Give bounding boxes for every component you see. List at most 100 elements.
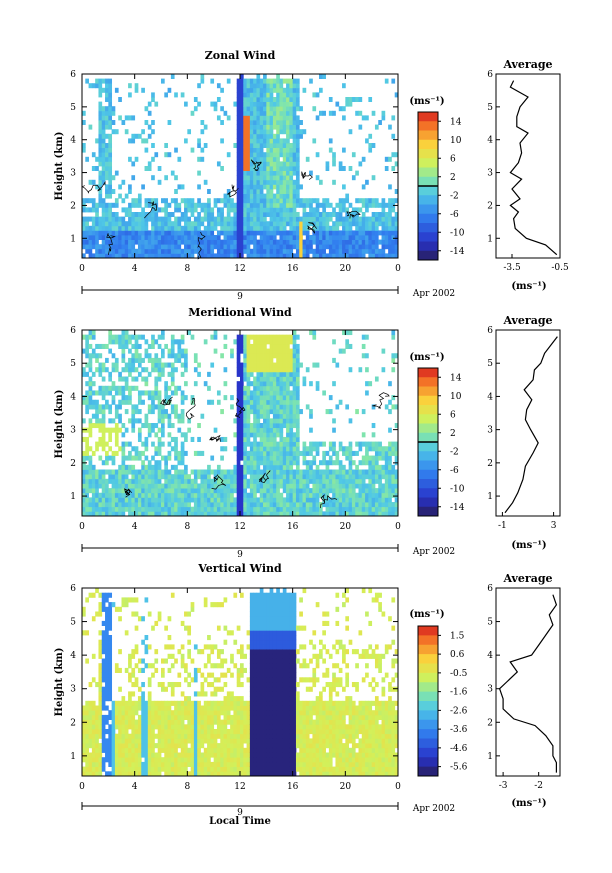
- heatmap-cell: [279, 413, 284, 419]
- heatmap-cell: [246, 133, 251, 139]
- heatmap-cell: [365, 353, 369, 359]
- heatmap-cell: [137, 724, 142, 730]
- heatmap-cell: [108, 658, 113, 664]
- heatmap-cell: [174, 446, 178, 452]
- heatmap-cell: [105, 248, 109, 254]
- heatmap-cell: [154, 497, 159, 503]
- heatmap-cell: [312, 478, 317, 484]
- heatmap-cell: [167, 212, 172, 217]
- heatmap-cell: [111, 700, 116, 706]
- average-y-tick-label: 6: [487, 326, 493, 336]
- heatmap-cell: [345, 474, 350, 480]
- heatmap-cell: [374, 506, 379, 512]
- heatmap-cell: [147, 766, 152, 772]
- heatmap-cell: [253, 230, 257, 236]
- heatmap-cell: [105, 184, 109, 190]
- heatmap-cell: [368, 441, 373, 447]
- heatmap-cell: [263, 133, 267, 139]
- heatmap-cell: [282, 221, 287, 227]
- heatmap-cell: [325, 239, 330, 245]
- heatmap-cell: [174, 225, 178, 231]
- heatmap-cell: [355, 478, 359, 484]
- heatmap-cell: [91, 381, 96, 387]
- heatmap-cell: [246, 450, 251, 456]
- heatmap-cell: [348, 235, 353, 240]
- heatmap-cell: [243, 175, 247, 181]
- heatmap-cell: [197, 488, 201, 494]
- heatmap-cell: [391, 511, 396, 517]
- heatmap-cell: [286, 488, 290, 494]
- heatmap-cell: [101, 385, 106, 391]
- heatmap-cell: [151, 343, 155, 349]
- heatmap-cell: [253, 87, 257, 93]
- heatmap-cell: [236, 483, 241, 489]
- heatmap-cell: [108, 714, 113, 720]
- heatmap-cell: [282, 166, 287, 171]
- heatmap-cell: [137, 474, 142, 480]
- heatmap-cell: [141, 710, 145, 716]
- heatmap-cell: [85, 343, 89, 349]
- heatmap-cell: [342, 488, 346, 494]
- heatmap-cell: [134, 409, 139, 415]
- heatmap-cell: [124, 630, 129, 636]
- heatmap-cell: [207, 385, 211, 391]
- heatmap-cell: [114, 216, 119, 222]
- heatmap-cell: [240, 106, 244, 112]
- heatmap-cell: [82, 253, 86, 259]
- heatmap-cell: [338, 235, 343, 240]
- heatmap-cell: [259, 348, 264, 354]
- heatmap-cell: [236, 450, 241, 456]
- heatmap-cell: [118, 469, 122, 475]
- heatmap-cell: [243, 348, 247, 354]
- heatmap-cell: [272, 143, 277, 148]
- heatmap-cell: [111, 474, 116, 480]
- heatmap-cell: [105, 682, 109, 688]
- heatmap-cell: [276, 207, 280, 213]
- heatmap-cell: [184, 511, 188, 517]
- heatmap-cell: [230, 239, 234, 245]
- heatmap-cell: [144, 138, 149, 144]
- heatmap-cell: [263, 115, 267, 121]
- heatmap-cell: [124, 733, 129, 739]
- colorbar-segment: [418, 213, 438, 224]
- heatmap-cell: [144, 106, 149, 112]
- heatmap-cell: [161, 353, 165, 359]
- heatmap-cell: [164, 761, 168, 767]
- heatmap-cell: [85, 766, 89, 772]
- heatmap-cell: [256, 488, 261, 494]
- heatmap-cell: [295, 235, 300, 240]
- heatmap-cell: [131, 469, 136, 475]
- heatmap-cell: [295, 357, 300, 363]
- heatmap-cell: [295, 409, 300, 415]
- heatmap-cell: [137, 343, 142, 349]
- heatmap-cell: [348, 492, 353, 498]
- heatmap-cell: [131, 334, 136, 340]
- heatmap-cell: [240, 343, 244, 349]
- heatmap-cell: [276, 184, 280, 190]
- colorbar-segment: [418, 368, 438, 378]
- heatmap-cell: [338, 202, 343, 208]
- heatmap-cell: [259, 207, 264, 213]
- heatmap-cell: [98, 343, 103, 349]
- heatmap-cell: [190, 225, 195, 231]
- heatmap-cell: [161, 413, 165, 419]
- heatmap-cell: [118, 248, 122, 254]
- heatmap-cell: [289, 115, 294, 121]
- heatmap-cell: [246, 390, 251, 396]
- heatmap-cell: [220, 198, 224, 204]
- heatmap-cell: [348, 483, 353, 489]
- heatmap-cell: [292, 143, 297, 148]
- heatmap-cell: [137, 469, 142, 475]
- heatmap-cell: [101, 446, 106, 452]
- heatmap-cell: [98, 152, 103, 158]
- heatmap-cell: [144, 441, 149, 447]
- heatmap-cell: [236, 170, 241, 176]
- heatmap-cell: [286, 460, 290, 466]
- heatmap-cell: [263, 244, 267, 250]
- heatmap-cell: [292, 83, 297, 89]
- heatmap-cell: [144, 367, 149, 373]
- heatmap-cell: [226, 478, 231, 484]
- heatmap-cell: [391, 78, 396, 84]
- heatmap-cell: [154, 649, 159, 655]
- heatmap-cell: [289, 179, 294, 185]
